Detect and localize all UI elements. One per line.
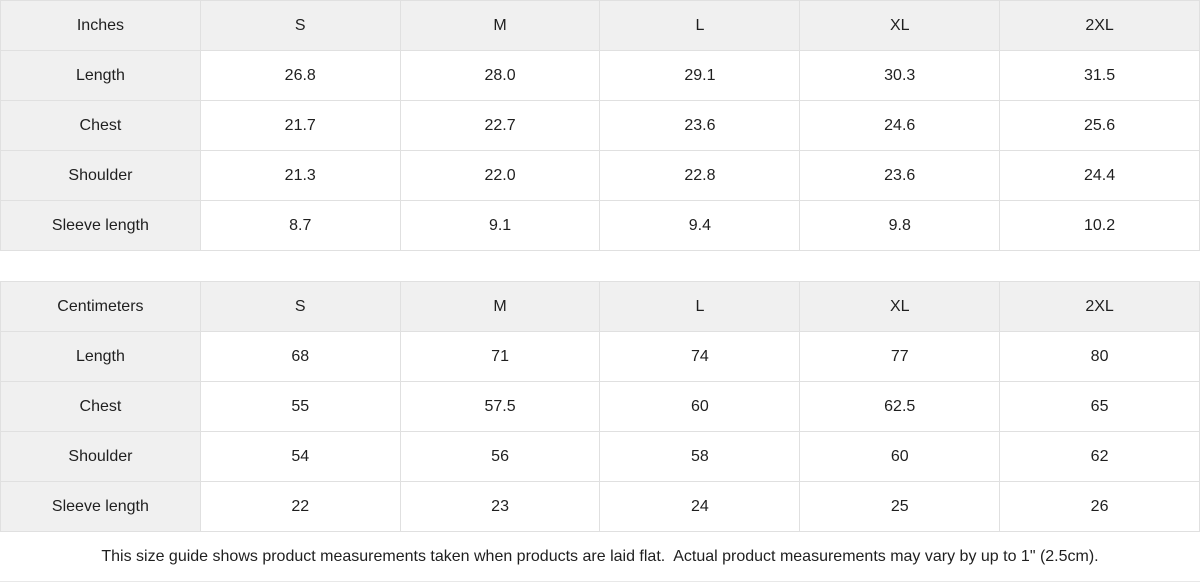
measurement-label: Chest: [0, 100, 201, 151]
measurement-label: Length: [0, 331, 201, 382]
measurement-value: 25: [799, 481, 1001, 532]
measurement-value: 29.1: [599, 50, 801, 101]
measurement-value: 24.4: [999, 150, 1200, 201]
measurement-label: Sleeve length: [0, 481, 201, 532]
inches-size-table: Inches S M L XL 2XL Length 26.8 28.0 29.1 30.3 31.5…: [0, 0, 1200, 251]
measurement-value: 56: [399, 431, 601, 482]
measurement-row: Chest 21.7 22.7 23.6 24.6 25.6: [0, 100, 1200, 151]
unit-label-header: Inches: [0, 0, 201, 51]
measurement-value: 22: [199, 481, 401, 532]
measurement-value: 60: [599, 381, 801, 432]
measurement-row: Shoulder 54 56 58 60 62: [0, 431, 1200, 482]
measurement-row: Sleeve length 8.7 9.1 9.4 9.8 10.2: [0, 200, 1200, 251]
measurement-value: 55: [199, 381, 401, 432]
measurement-value: 28.0: [399, 50, 601, 101]
size-column-header: 2XL: [999, 0, 1200, 51]
measurement-value: 65: [999, 381, 1200, 432]
measurement-value: 9.8: [799, 200, 1001, 251]
measurement-value: 22.7: [399, 100, 601, 151]
measurement-value: 71: [399, 331, 601, 382]
measurement-value: 21.3: [199, 150, 401, 201]
measurement-value: 60: [799, 431, 1001, 482]
measurement-label: Shoulder: [0, 431, 201, 482]
size-column-header: 2XL: [999, 281, 1200, 332]
measurement-value: 62: [999, 431, 1200, 482]
size-column-header: L: [599, 281, 801, 332]
unit-label-header: Centimeters: [0, 281, 201, 332]
measurement-row: Chest 55 57.5 60 62.5 65: [0, 381, 1200, 432]
measurement-value: 57.5: [399, 381, 601, 432]
measurement-value: 23.6: [599, 100, 801, 151]
measurement-label: Chest: [0, 381, 201, 432]
measurement-value: 9.1: [399, 200, 601, 251]
measurement-value: 30.3: [799, 50, 1001, 101]
measurement-value: 31.5: [999, 50, 1200, 101]
measurement-label: Length: [0, 50, 201, 101]
measurement-value: 77: [799, 331, 1001, 382]
measurement-value: 58: [599, 431, 801, 482]
measurement-value: 8.7: [199, 200, 401, 251]
measurement-row: Length 68 71 74 77 80: [0, 331, 1200, 382]
measurement-value: 23.6: [799, 150, 1001, 201]
table-spacer: [0, 251, 1200, 281]
measurement-value: 26: [999, 481, 1200, 532]
measurement-label: Sleeve length: [0, 200, 201, 251]
measurement-value: 24: [599, 481, 801, 532]
size-column-header: M: [399, 0, 601, 51]
size-column-header: S: [199, 0, 401, 51]
size-column-header: S: [199, 281, 401, 332]
size-column-header: XL: [799, 0, 1001, 51]
measurement-value: 21.7: [199, 100, 401, 151]
footer-note: This size guide shows product measuremen…: [0, 532, 1200, 582]
measurement-value: 74: [599, 331, 801, 382]
measurement-row: Length 26.8 28.0 29.1 30.3 31.5: [0, 50, 1200, 101]
size-table-header-row: Inches S M L XL 2XL: [0, 0, 1200, 51]
measurement-value: 9.4: [599, 200, 801, 251]
centimeters-size-table: Centimeters S M L XL 2XL Length 68 71 74 77 80 Chest…: [0, 281, 1200, 532]
measurement-value: 22.0: [399, 150, 601, 201]
size-column-header: M: [399, 281, 601, 332]
measurement-value: 68: [199, 331, 401, 382]
measurement-value: 23: [399, 481, 601, 532]
measurement-value: 26.8: [199, 50, 401, 101]
size-table-header-row: Centimeters S M L XL 2XL: [0, 281, 1200, 332]
size-column-header: L: [599, 0, 801, 51]
measurement-row: Shoulder 21.3 22.0 22.8 23.6 24.4: [0, 150, 1200, 201]
measurement-row: Sleeve length 22 23 24 25 26: [0, 481, 1200, 532]
measurement-value: 24.6: [799, 100, 1001, 151]
measurement-value: 10.2: [999, 200, 1200, 251]
size-column-header: XL: [799, 281, 1001, 332]
measurement-value: 80: [999, 331, 1200, 382]
measurement-value: 25.6: [999, 100, 1200, 151]
measurement-value: 62.5: [799, 381, 1001, 432]
measurement-label: Shoulder: [0, 150, 201, 201]
measurement-value: 54: [199, 431, 401, 482]
measurement-value: 22.8: [599, 150, 801, 201]
